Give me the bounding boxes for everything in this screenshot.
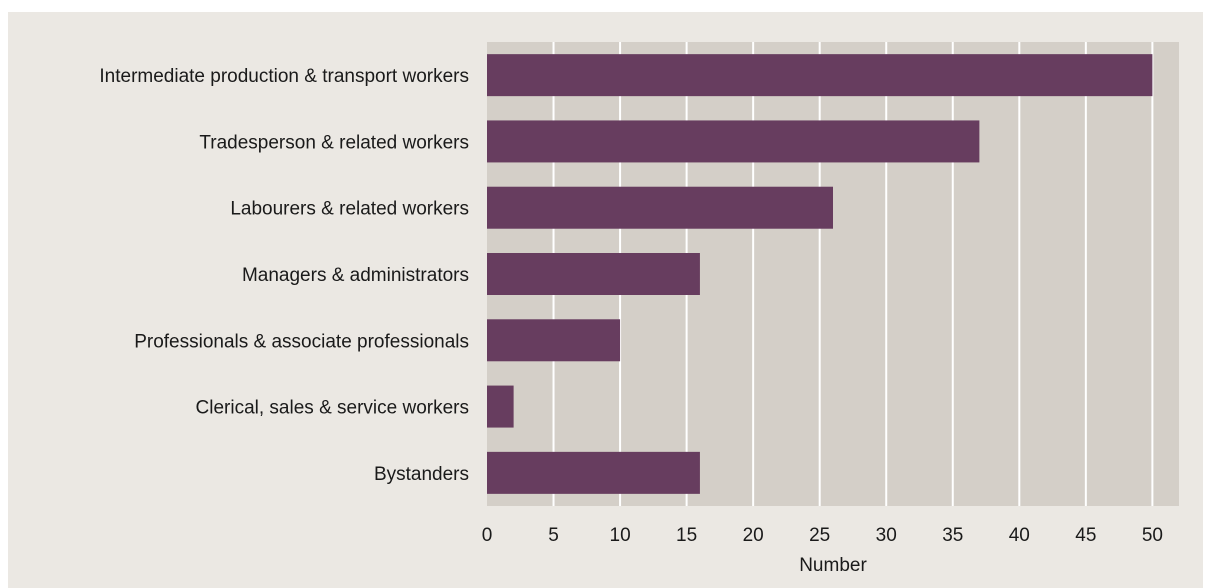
x-tick-label-25: 25 (809, 525, 830, 546)
x-tick-label-50: 50 (1142, 525, 1163, 546)
x-tick-label-30: 30 (876, 525, 897, 546)
bar-2 (487, 186, 833, 229)
x-tick-label-15: 15 (676, 525, 697, 546)
bar-1 (487, 120, 980, 163)
x-tick-label-45: 45 (1075, 525, 1096, 546)
category-label-4: Professionals & associate professionals (134, 331, 469, 352)
bar-6 (487, 451, 700, 494)
category-labels: Intermediate production & transport work… (99, 66, 469, 485)
x-tick-label-10: 10 (610, 525, 631, 546)
category-label-3: Managers & administrators (242, 265, 469, 286)
category-label-1: Tradesperson & related workers (199, 132, 469, 153)
category-label-6: Bystanders (374, 464, 469, 485)
bar-3 (487, 253, 700, 295)
x-tick-label-20: 20 (743, 525, 764, 546)
category-label-5: Clerical, sales & service workers (196, 398, 469, 419)
category-label-0: Intermediate production & transport work… (99, 66, 469, 87)
bar-5 (487, 385, 514, 428)
x-tick-label-40: 40 (1009, 525, 1030, 546)
x-tick-label-5: 5 (548, 525, 559, 546)
x-tick-label-35: 35 (942, 525, 963, 546)
bars (487, 54, 1153, 494)
category-label-2: Labourers & related workers (230, 199, 469, 220)
bar-0 (487, 54, 1153, 97)
x-tick-label-0: 0 (482, 525, 493, 546)
bar-4 (487, 319, 621, 362)
x-axis-title: Number (799, 555, 867, 576)
x-tick-labels: 0 5 10 15 20 25 30 35 40 45 50 (482, 525, 1163, 546)
